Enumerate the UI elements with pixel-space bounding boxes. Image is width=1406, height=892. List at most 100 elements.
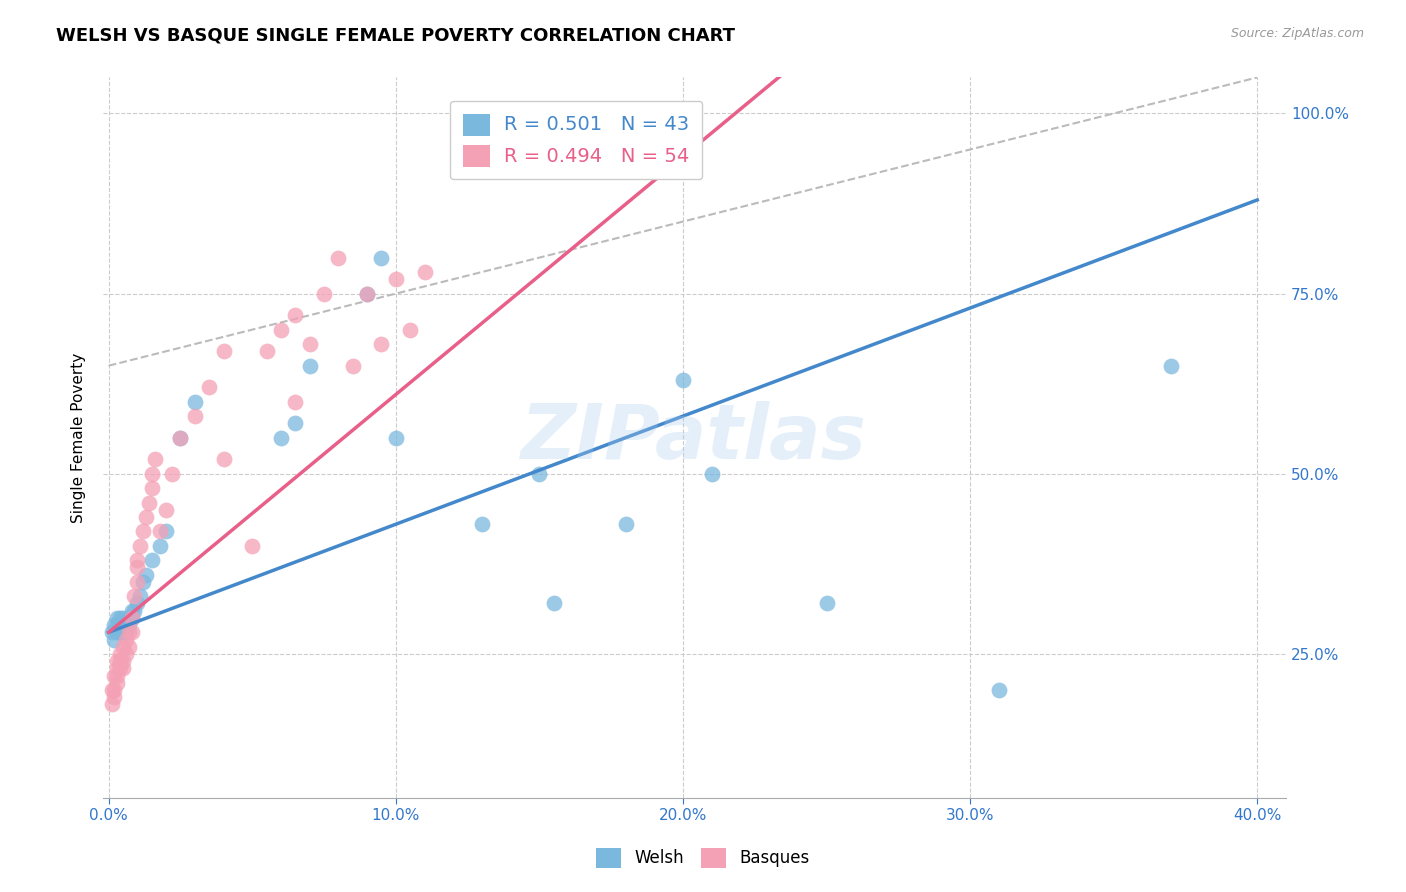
Point (108, 625, 131, 640)
Point (184, 394, 207, 409)
Point (135, 567, 157, 582)
Point (121, 604, 143, 618)
Point (100, 625, 122, 640)
Point (155, 503, 177, 517)
Point (103, 683, 125, 698)
Point (149, 524, 172, 539)
Legend: R = 0.501   N = 43, R = 0.494   N = 54: R = 0.501 N = 43, R = 0.494 N = 54 (450, 101, 702, 179)
Point (103, 632, 125, 647)
Point (111, 618, 134, 632)
Point (105, 611, 128, 625)
Point (108, 611, 131, 625)
Point (121, 611, 143, 625)
Point (529, 467, 551, 481)
Text: WELSH VS BASQUE SINGLE FEMALE POVERTY CORRELATION CHART: WELSH VS BASQUE SINGLE FEMALE POVERTY CO… (56, 27, 735, 45)
Point (298, 337, 321, 351)
Point (141, 553, 163, 567)
Point (129, 589, 152, 603)
Point (385, 272, 408, 286)
Point (108, 618, 131, 632)
Point (105, 661, 128, 675)
Point (105, 675, 128, 690)
Point (543, 597, 565, 611)
Point (115, 618, 138, 632)
Point (987, 683, 1010, 698)
Point (298, 359, 321, 373)
Point (132, 574, 155, 589)
Point (111, 640, 134, 654)
Point (118, 640, 141, 654)
Point (471, 517, 494, 532)
Point (328, 251, 350, 265)
Point (342, 359, 364, 373)
Point (143, 452, 166, 467)
Point (169, 431, 191, 445)
Point (115, 625, 138, 640)
Point (399, 323, 422, 337)
Point (614, 517, 637, 532)
Point (141, 481, 163, 495)
Point (115, 632, 138, 647)
Point (413, 265, 436, 279)
Point (105, 668, 128, 682)
Point (370, 337, 392, 351)
Point (370, 251, 392, 265)
Point (270, 431, 292, 445)
Point (284, 417, 307, 431)
Point (700, 467, 723, 481)
Point (111, 654, 134, 668)
Point (111, 625, 134, 640)
Point (212, 452, 235, 467)
Point (111, 661, 134, 675)
Point (240, 539, 263, 553)
Point (103, 690, 125, 705)
Point (115, 647, 138, 661)
Text: Source: ZipAtlas.com: Source: ZipAtlas.com (1230, 27, 1364, 40)
Point (111, 611, 134, 625)
Point (198, 380, 221, 394)
Point (284, 308, 307, 322)
Point (103, 668, 125, 682)
Point (105, 654, 128, 668)
Y-axis label: Single Female Poverty: Single Female Poverty (72, 352, 86, 523)
Point (270, 323, 292, 337)
Point (105, 625, 128, 640)
Point (184, 409, 207, 424)
Point (121, 625, 143, 640)
Point (100, 683, 122, 698)
Text: ZIPatlas: ZIPatlas (522, 401, 868, 475)
Point (284, 394, 307, 409)
Point (141, 467, 163, 481)
Point (356, 286, 378, 301)
Point (127, 553, 149, 567)
Point (815, 597, 838, 611)
Point (118, 625, 141, 640)
Point (127, 574, 149, 589)
Point (105, 618, 128, 632)
Point (155, 524, 177, 539)
Point (312, 286, 335, 301)
Point (138, 495, 160, 509)
Point (127, 560, 149, 574)
Point (149, 539, 172, 553)
Legend: Welsh, Basques: Welsh, Basques (589, 841, 817, 875)
Point (356, 286, 378, 301)
Point (212, 344, 235, 359)
Point (1160, 359, 1182, 373)
Point (169, 431, 191, 445)
Point (124, 604, 146, 618)
Point (672, 373, 695, 387)
Point (108, 661, 131, 675)
Point (124, 589, 146, 603)
Point (256, 344, 278, 359)
Point (129, 539, 152, 553)
Point (118, 618, 141, 632)
Point (385, 431, 408, 445)
Point (135, 510, 157, 524)
Point (121, 611, 143, 625)
Point (108, 647, 131, 661)
Point (108, 654, 131, 668)
Point (127, 597, 149, 611)
Point (160, 467, 183, 481)
Point (132, 524, 155, 539)
